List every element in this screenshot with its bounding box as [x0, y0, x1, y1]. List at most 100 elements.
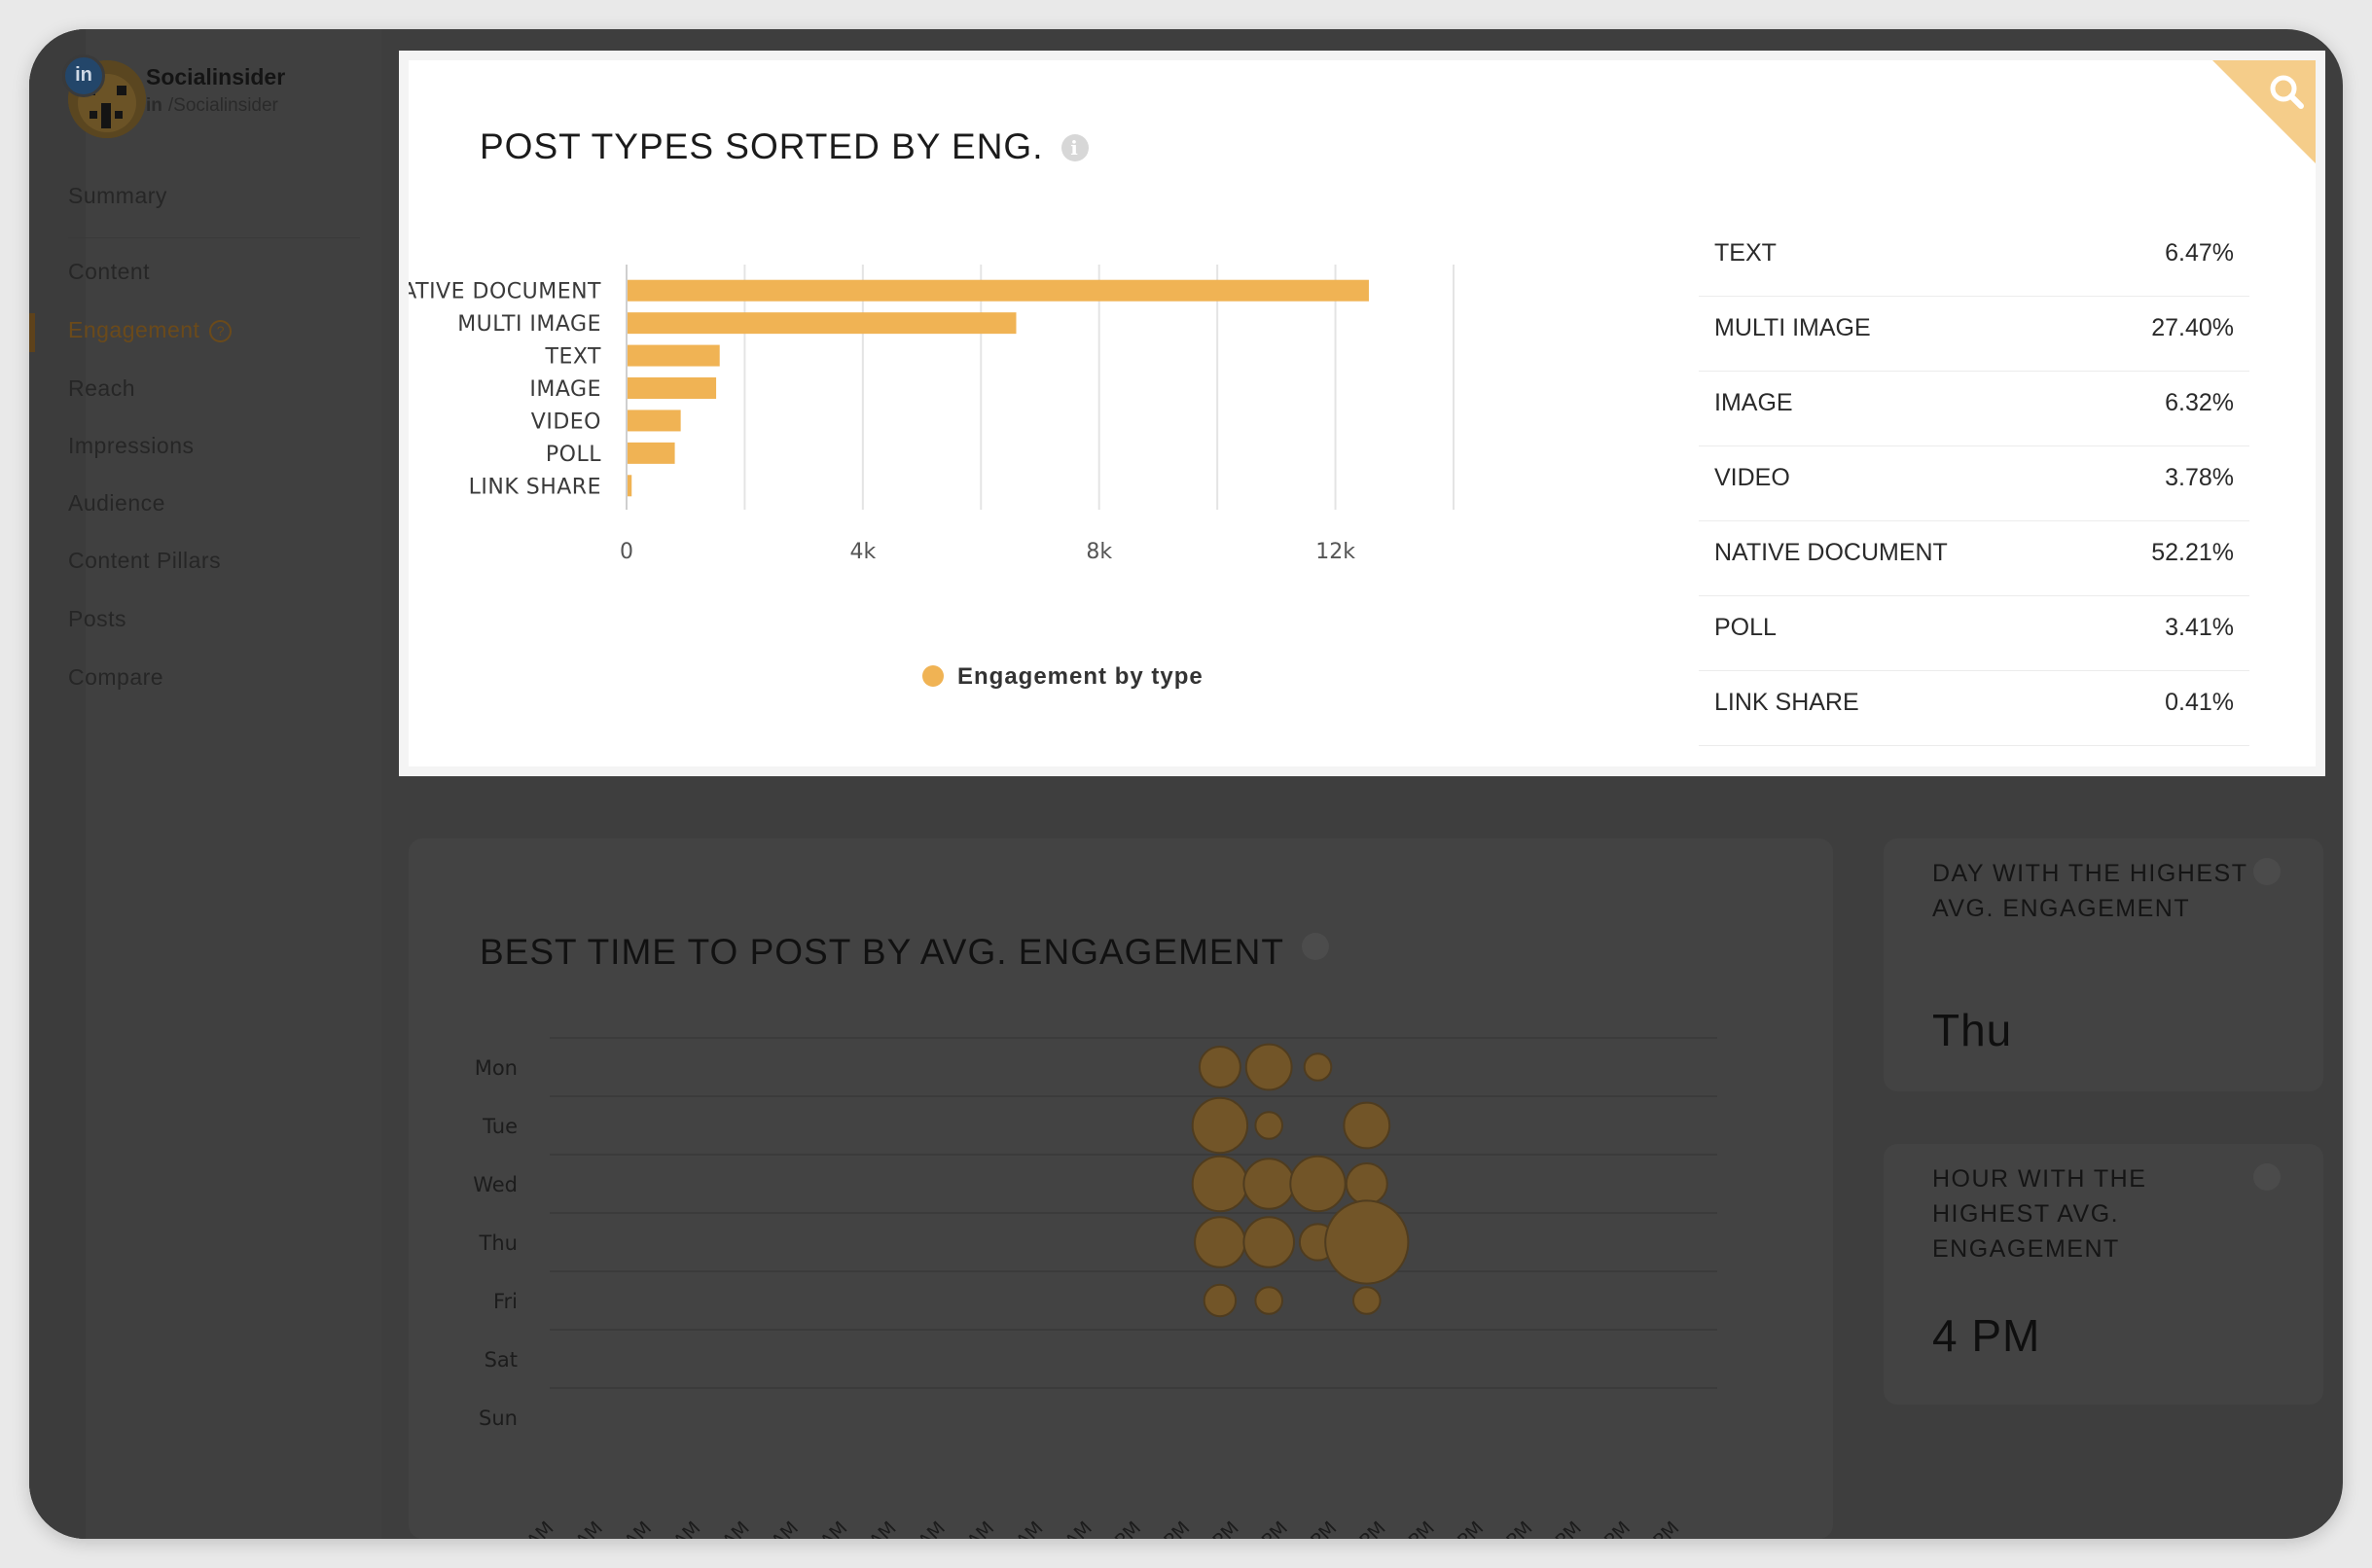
day-label: Tue [482, 1115, 518, 1138]
active-indicator [29, 313, 35, 352]
hour-label: 3 AM [657, 1517, 704, 1539]
engagement-bubble[interactable] [1254, 1111, 1284, 1140]
engagement-bubble[interactable] [1324, 1199, 1410, 1285]
post-types-bar-chart: NATIVE DOCUMENT MULTI IMAGE TEXT IMAGE VIDEO… [409, 265, 1455, 564]
hour-label: 8 PM [1490, 1517, 1536, 1539]
chart-legend[interactable]: Engagement by type [922, 663, 1204, 691]
engagement-bubble[interactable] [1289, 1155, 1347, 1213]
hour-label: 6 PM [1392, 1517, 1439, 1539]
bar[interactable] [628, 442, 675, 464]
engagement-bubble[interactable] [1242, 1158, 1296, 1210]
engagement-bubble[interactable] [1191, 1096, 1249, 1155]
best-time-title: BEST TIME TO POST BY AVG. ENGAGEMENT [480, 932, 1329, 973]
brand-handle-text: /Socialinsider [167, 95, 278, 116]
info-icon[interactable] [2253, 858, 2281, 885]
sidebar-item-reach[interactable]: Reach [68, 375, 135, 401]
bar[interactable] [628, 312, 1017, 335]
post-type-share: 6.47% [2165, 239, 2234, 267]
linkedin-icon: in [146, 95, 162, 116]
brand-handle: in/Socialinsider [146, 95, 278, 117]
category-label: MULTI IMAGE [457, 312, 601, 337]
engagement-bubble[interactable] [1343, 1101, 1391, 1150]
post-type-share: 3.41% [2165, 614, 2234, 641]
hour-label: 5 PM [1344, 1517, 1390, 1539]
table-row: IMAGE 6.32% [1699, 372, 2249, 446]
sidebar-item-compare[interactable]: Compare [68, 664, 164, 690]
post-type-share: 6.32% [2165, 389, 2234, 416]
linkedin-badge-icon: in [62, 54, 105, 97]
engagement-bubble[interactable] [1352, 1286, 1382, 1315]
post-type-label: VIDEO [1714, 464, 1790, 491]
best-time-panel: BEST TIME TO POST BY AVG. ENGAGEMENT Mon… [409, 838, 1833, 1539]
engagement-bubble[interactable] [1191, 1155, 1249, 1213]
sidebar-item-summary[interactable]: Summary [68, 183, 167, 208]
engagement-bubble[interactable] [1198, 1046, 1241, 1088]
category-label: TEXT [545, 345, 602, 370]
stat-label: DAY WITH THE HIGHEST AVG. ENGAGEMENT [1932, 860, 2248, 922]
hour-label: 9 PM [1539, 1517, 1586, 1539]
legend-dot [922, 665, 944, 687]
bar[interactable] [628, 475, 632, 497]
info-icon[interactable]: i [1060, 134, 1089, 161]
hour-label: 12 AM [502, 1517, 558, 1539]
sidebar: in Socialinsider in/Socialinsider Summar… [29, 29, 381, 1539]
engagement-bubble[interactable] [1244, 1043, 1293, 1091]
table-row: VIDEO 3.78% [1699, 446, 2249, 521]
hour-label: 12 PM [1091, 1517, 1146, 1539]
sidebar-rail [29, 29, 86, 1539]
engagement-bubble[interactable] [1242, 1216, 1296, 1268]
day-label: Fri [493, 1290, 518, 1313]
sidebar-item-label: Engagement [68, 317, 200, 342]
category-label: POLL [546, 443, 601, 467]
sidebar-item-content-pillars[interactable]: Content Pillars [68, 548, 222, 573]
hour-label: 4 PM [1294, 1517, 1341, 1539]
post-type-label: NATIVE DOCUMENT [1714, 539, 1948, 566]
category-label: LINK SHARE [469, 475, 601, 499]
post-type-share-table: TEXT 6.47% MULTI IMAGE 27.40% IMAGE 6.32% VIDE… [1699, 222, 2249, 746]
sidebar-item-posts[interactable]: Posts [68, 606, 127, 631]
engagement-bubble[interactable] [1194, 1216, 1246, 1268]
table-row: MULTI IMAGE 27.40% [1699, 297, 2249, 372]
day-label: Sun [479, 1407, 518, 1430]
popup-title-text: POST TYPES SORTED BY ENG. [480, 126, 1044, 166]
hour-label: 1 AM [559, 1517, 607, 1539]
bar[interactable] [628, 279, 1369, 302]
post-type-share: 0.41% [2165, 689, 2234, 716]
engagement-bubble[interactable] [1345, 1162, 1388, 1205]
hour-label: 10 AM [991, 1517, 1048, 1539]
sidebar-item-engagement[interactable]: Engagement? [68, 317, 233, 343]
table-row: LINK SHARE 0.41% [1699, 671, 2249, 746]
best-time-chart: MonTueWedThuFriSatSun12 AM1 AM2 AM3 AM4 … [473, 1037, 1717, 1539]
legend-label: Engagement by type [957, 663, 1204, 690]
hour-label: 5 AM [755, 1517, 803, 1539]
info-icon[interactable] [1301, 933, 1329, 960]
search-icon[interactable] [2267, 72, 2306, 111]
engagement-bubble[interactable] [1303, 1052, 1333, 1082]
hour-label: 8 AM [902, 1517, 950, 1539]
bar[interactable] [628, 377, 717, 399]
info-icon[interactable] [2253, 1163, 2281, 1191]
hour-label: 10 PM [1580, 1517, 1635, 1539]
sidebar-item-audience[interactable]: Audience [68, 490, 165, 516]
hour-label: 1 PM [1147, 1517, 1194, 1539]
day-label: Thu [479, 1231, 518, 1255]
bar[interactable] [628, 344, 720, 367]
engagement-bubble[interactable] [1203, 1283, 1238, 1318]
stat-card-day: DAY WITH THE HIGHEST AVG. ENGAGEMENT Thu [1884, 838, 2323, 1091]
category-label: NATIVE DOCUMENT [409, 280, 601, 304]
popup-title: POST TYPES SORTED BY ENG. i [480, 126, 1089, 167]
hour-label: 7 PM [1441, 1517, 1488, 1539]
help-icon[interactable]: ? [209, 320, 233, 342]
zoom-corner[interactable] [2212, 60, 2316, 163]
hour-label: 6 AM [804, 1517, 851, 1539]
hour-label: 7 AM [852, 1517, 900, 1539]
day-label: Wed [473, 1173, 518, 1196]
hour-label: 2 AM [608, 1517, 656, 1539]
profile-avatar[interactable]: in [62, 54, 146, 138]
engagement-bubble[interactable] [1254, 1286, 1284, 1315]
sidebar-item-impressions[interactable]: Impressions [68, 433, 195, 458]
sidebar-item-content[interactable]: Content [68, 259, 151, 284]
post-type-share: 52.21% [2151, 539, 2234, 566]
bar[interactable] [628, 410, 681, 432]
post-type-label: TEXT [1714, 239, 1777, 267]
